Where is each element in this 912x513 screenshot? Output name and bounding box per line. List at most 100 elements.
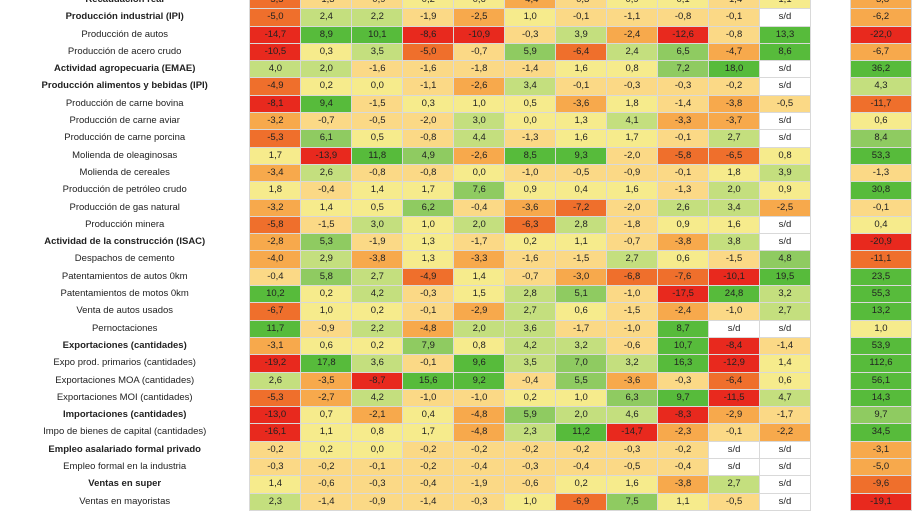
value-cell: -1,5 (300, 215, 353, 235)
value-cell: -3,8 (351, 250, 404, 269)
value-cell: -0,2 (453, 440, 506, 460)
value-cell: -3,3 (453, 250, 506, 269)
value-cell: -5,0 (402, 42, 455, 62)
value-cell: 1,1 (300, 423, 353, 442)
column-gap (810, 458, 851, 476)
value-cell: -0,6 (606, 336, 659, 356)
column-gap (810, 95, 851, 113)
value-cell: 1,0 (504, 492, 557, 511)
annual-change-cell: -22,0 (849, 25, 912, 44)
value-cell: 5,8 (300, 267, 353, 287)
value-cell: -2,4 (657, 302, 710, 321)
value-cell: -1,0 (504, 163, 557, 183)
row-label: Producción industrial (IPI) (0, 8, 250, 27)
value-cell: -0,3 (402, 285, 455, 304)
value-cell: 0,6 (555, 302, 608, 321)
value-cell: -7,2 (555, 198, 608, 217)
column-gap (810, 60, 851, 78)
row-label: Producción alimentos y bebidas (IPI) (0, 77, 250, 96)
value-cell: -0,9 (606, 163, 659, 183)
table-row: Producción de carne porcina -5,3 6,1 0,5 -0,… (0, 129, 912, 148)
annual-change-cell: -11,7 (849, 94, 912, 114)
value-cell: -3,6 (504, 198, 557, 217)
column-gap (810, 441, 851, 459)
table-row: Producción industrial (IPI) -5,0 2,4 2,2 -1,… (0, 8, 912, 27)
value-cell: -8,7 (351, 371, 404, 390)
value-cell: 4,6 (606, 406, 659, 425)
value-cell: 0,3 (300, 42, 353, 62)
value-cell: -4,8 (402, 319, 455, 338)
annual-change-cell: -5,0 (849, 458, 912, 477)
value-cell: 3,6 (351, 354, 404, 373)
value-cell: 3,2 (606, 354, 659, 373)
value-cell: 1,6 (555, 60, 608, 79)
value-cell: -0,5 (606, 458, 659, 477)
column-gap (810, 181, 851, 200)
value-cell: 2,7 (708, 475, 761, 494)
value-cell: -3,5 (300, 371, 353, 390)
value-cell: 0,8 (351, 423, 404, 442)
value-cell: s/d (759, 77, 811, 96)
column-gap (810, 285, 851, 303)
value-cell: -0,9 (351, 492, 404, 511)
annual-change-cell: 1,0 (849, 319, 912, 338)
value-cell: -1,0 (402, 388, 455, 408)
value-cell: 8,5 (504, 146, 557, 165)
value-cell: 1,1 (759, 0, 811, 10)
row-label: Ventas en super (0, 475, 250, 494)
value-cell: -2,9 (453, 302, 506, 321)
value-cell: -0,5 (555, 163, 608, 183)
value-cell: 4,4 (453, 129, 506, 148)
row-label: Ventas en mayoristas (0, 493, 250, 511)
value-cell: -8,1 (249, 94, 302, 114)
value-cell: -1,1 (402, 77, 455, 96)
row-label: Exportaciones MOI (cantidades) (0, 389, 250, 407)
value-cell: -7,6 (657, 267, 710, 287)
value-cell: -3,2 (249, 112, 302, 131)
value-cell: 1,4 (351, 181, 404, 200)
value-cell: 10,2 (249, 285, 302, 304)
value-cell: 0,2 (351, 336, 404, 356)
value-cell: -0,2 (708, 77, 761, 96)
annual-change-cell: -1,3 (849, 163, 912, 183)
value-cell: -6,4 (708, 371, 761, 390)
annual-change-cell: 53,3 (849, 146, 912, 165)
value-cell: -8,3 (657, 406, 710, 425)
row-label: Producción de acero crudo (0, 43, 250, 61)
value-cell: 2,7 (606, 250, 659, 269)
value-cell: -0,8 (402, 163, 455, 183)
value-cell: 5,1 (555, 285, 608, 304)
value-cell: -6,8 (606, 267, 659, 287)
value-cell: 2,7 (708, 129, 761, 148)
value-cell: 3,4 (504, 77, 557, 96)
value-cell: 3,0 (453, 112, 506, 131)
value-cell: -2,5 (453, 8, 506, 27)
annual-change-cell: 112,6 (849, 354, 912, 373)
row-label: Producción minera (0, 216, 250, 234)
table-row: Producción de acero crudo -10,5 0,3 3,5 -5,0… (0, 42, 912, 62)
value-cell: 1,5 (453, 285, 506, 304)
value-cell: -0,6 (504, 475, 557, 494)
value-cell: 2,6 (249, 371, 302, 390)
table-row: Producción de petróleo crudo 1,8 -0,4 1,4 1,… (0, 181, 912, 200)
value-cell: s/d (708, 319, 761, 338)
value-cell: 13,3 (759, 25, 811, 44)
value-cell: 6,1 (300, 129, 353, 148)
value-cell: 2,0 (708, 181, 761, 200)
annual-change-cell: 34,5 (849, 423, 912, 442)
value-cell: 1,4 (759, 354, 811, 373)
value-cell: 8,7 (657, 319, 710, 338)
value-cell: 2,3 (504, 423, 557, 442)
annual-change-cell: 30,8 (849, 181, 912, 200)
column-gap (810, 493, 851, 511)
value-cell: -0,6 (300, 475, 353, 494)
value-cell: 3,5 (504, 354, 557, 373)
value-cell: 5,5 (555, 371, 608, 390)
value-cell: 1,1 (555, 233, 608, 252)
column-gap (810, 475, 851, 494)
value-cell: 4,9 (402, 146, 455, 165)
value-cell: 3,6 (504, 319, 557, 338)
value-cell: 2,8 (504, 285, 557, 304)
value-cell: -0,1 (351, 458, 404, 477)
value-cell: 3,2 (555, 336, 608, 356)
